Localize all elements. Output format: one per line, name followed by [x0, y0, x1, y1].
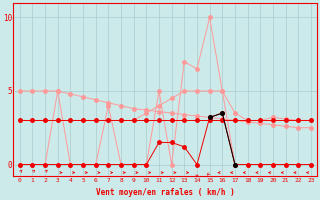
- X-axis label: Vent moyen/en rafales ( km/h ): Vent moyen/en rafales ( km/h ): [96, 188, 235, 197]
